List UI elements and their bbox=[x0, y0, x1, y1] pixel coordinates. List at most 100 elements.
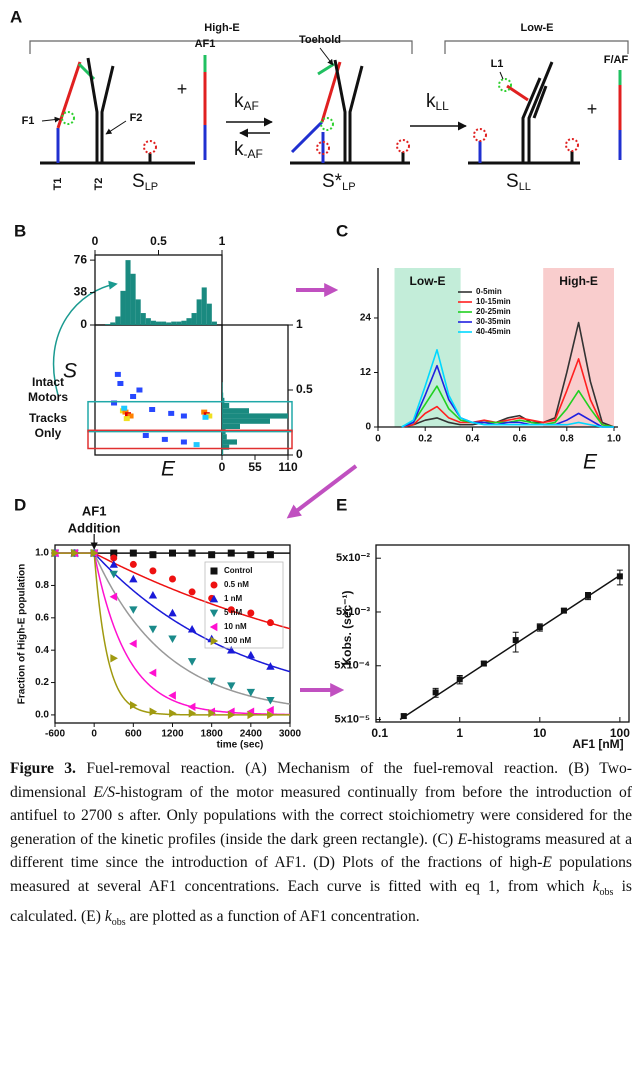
data-point bbox=[266, 551, 274, 559]
y-tick-label: 1.0 bbox=[35, 548, 49, 559]
dye bbox=[61, 111, 75, 125]
histogram-bar bbox=[222, 418, 270, 424]
strand bbox=[317, 62, 335, 76]
dye bbox=[565, 138, 579, 152]
data-point bbox=[188, 588, 196, 596]
data-point bbox=[110, 549, 118, 557]
y-tick-label: 5x10⁻⁴ bbox=[334, 660, 370, 672]
figure: A B C D E bbox=[10, 7, 630, 751]
gate-label: Tracks bbox=[29, 411, 67, 425]
x-tick-label: 1 bbox=[456, 726, 463, 740]
data-point bbox=[227, 645, 236, 654]
x-tick-label: 0.2 bbox=[418, 434, 432, 445]
density-cell bbox=[123, 416, 130, 422]
histogram-bar bbox=[222, 397, 225, 403]
data-point bbox=[210, 636, 219, 646]
density-cell bbox=[114, 371, 121, 377]
density-cell bbox=[180, 439, 187, 445]
x-tick-label: 55 bbox=[248, 460, 262, 474]
caption-text: populations measured at several AF1 conc… bbox=[10, 854, 633, 895]
x-tick-label: 0 bbox=[92, 234, 99, 248]
y-tick-label: 1 bbox=[296, 317, 303, 331]
histogram-bar bbox=[166, 322, 172, 325]
data-point bbox=[210, 581, 218, 589]
bracket bbox=[29, 40, 413, 54]
legend-label: Control bbox=[224, 566, 252, 575]
legend-label: 10 nM bbox=[224, 622, 247, 631]
legend-label: 10-15min bbox=[476, 297, 511, 306]
histogram-bar bbox=[222, 408, 249, 414]
data-point bbox=[480, 660, 487, 667]
region-label: High-E bbox=[559, 274, 598, 288]
label-main: S* bbox=[322, 171, 343, 192]
legend-frame bbox=[204, 561, 284, 649]
data-point bbox=[512, 637, 519, 644]
label: F/AF bbox=[604, 54, 629, 66]
panel-label: A bbox=[10, 7, 22, 26]
histogram-bar bbox=[196, 299, 202, 325]
legend-label: 100 nM bbox=[224, 636, 251, 645]
x-tick-label: 3000 bbox=[279, 729, 302, 740]
histogram-bar bbox=[181, 320, 187, 325]
label-sub: -AF bbox=[244, 147, 263, 161]
data-point bbox=[266, 619, 274, 627]
data-point bbox=[247, 710, 256, 720]
state-label: SLP bbox=[132, 171, 158, 193]
x-tick-label: 1800 bbox=[201, 729, 224, 740]
y-tick-label: 5x10⁻⁵ bbox=[335, 713, 370, 725]
bracket bbox=[444, 40, 629, 54]
axis-title: E bbox=[583, 451, 598, 474]
label-main: k bbox=[234, 139, 244, 160]
label-sub: LP bbox=[342, 181, 355, 193]
x-tick-label: 1200 bbox=[161, 729, 184, 740]
strand bbox=[521, 61, 554, 163]
legend-label: 0.5 nM bbox=[224, 580, 249, 589]
histogram-bar bbox=[115, 316, 121, 325]
y-tick-label: 5x10⁻² bbox=[336, 552, 370, 564]
density-cell bbox=[149, 407, 156, 412]
y-tick-label: 0.0 bbox=[35, 710, 49, 721]
panel-label: C bbox=[336, 221, 348, 240]
y-tick-label: 0 bbox=[296, 447, 303, 461]
data-point bbox=[129, 574, 138, 583]
pointer bbox=[499, 71, 504, 80]
density-cell bbox=[127, 413, 134, 419]
state-label: S*LP bbox=[322, 171, 356, 193]
histogram-bar bbox=[145, 318, 151, 325]
strand bbox=[506, 84, 529, 102]
plot-frame bbox=[375, 544, 630, 723]
strand bbox=[86, 57, 115, 163]
y-tick-label: 38 bbox=[74, 285, 88, 299]
rate-label: k-AF bbox=[234, 139, 263, 161]
label: + bbox=[177, 79, 188, 99]
pointer bbox=[41, 116, 61, 123]
histogram-bar bbox=[135, 299, 141, 325]
x-tick-label: 0.8 bbox=[560, 434, 574, 445]
dye bbox=[396, 139, 410, 153]
density-cell bbox=[121, 405, 128, 411]
histogram-bar bbox=[186, 318, 192, 325]
data-point bbox=[209, 622, 218, 632]
x-tick-label: 0 bbox=[219, 460, 226, 474]
x-tick-label: 0.6 bbox=[513, 434, 527, 445]
label-main: S bbox=[132, 171, 145, 192]
data-point bbox=[208, 709, 216, 718]
gate bbox=[87, 400, 293, 433]
histogram-bar bbox=[161, 321, 167, 325]
caption-text: Figure 3. bbox=[10, 760, 76, 777]
caption-text: obs bbox=[111, 916, 126, 928]
data-point bbox=[129, 639, 137, 648]
data-point bbox=[227, 549, 235, 557]
dye bbox=[143, 140, 157, 154]
density-cell bbox=[161, 436, 168, 442]
caption-text: k bbox=[104, 907, 112, 925]
density-cell bbox=[193, 442, 200, 448]
label-main: k bbox=[234, 91, 244, 112]
y-tick-label: 0.8 bbox=[35, 580, 49, 591]
density-cell bbox=[136, 387, 143, 393]
density-cell bbox=[117, 381, 124, 386]
fit-line bbox=[399, 574, 621, 721]
histogram-bar bbox=[222, 403, 230, 409]
data-point bbox=[149, 567, 157, 575]
